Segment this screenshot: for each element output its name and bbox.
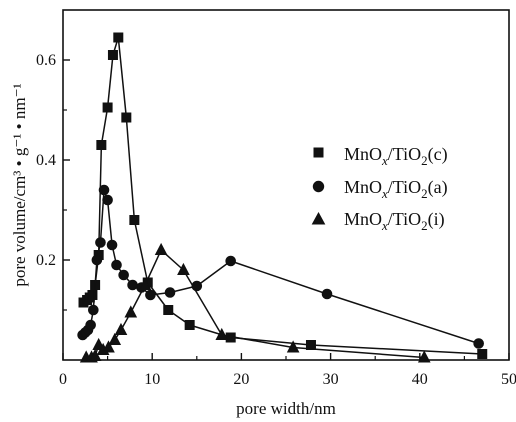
square-point: [477, 349, 488, 359]
circle-point: [118, 269, 129, 281]
y-tick-label: 0.4: [36, 152, 56, 169]
circle-point: [91, 254, 103, 266]
circle-point: [473, 338, 484, 349]
triangle-point: [417, 350, 431, 363]
series-3: [79, 242, 431, 363]
x-tick-label: 40: [412, 371, 428, 388]
legend-label-2: MnOx/TiO2(a): [344, 177, 448, 201]
triangle-point: [114, 322, 128, 335]
square-point: [113, 32, 124, 43]
triangle-point: [124, 305, 138, 318]
square-point: [107, 50, 118, 60]
series-line-3: [85, 249, 426, 359]
circle-point: [95, 237, 106, 248]
triangle-point: [102, 340, 115, 353]
square-point: [87, 290, 98, 300]
triangle-point: [138, 277, 152, 290]
square-point: [121, 112, 132, 123]
triangle-point: [286, 340, 300, 353]
series-layer: [77, 32, 488, 363]
legend-label-3: MnOx/TiO2(i): [344, 209, 445, 233]
ticks-layer: 0 10 20 30 40 50 0.2 0.4 0.6: [36, 52, 516, 388]
circle-point: [111, 259, 122, 271]
triangle-point: [88, 348, 102, 361]
square-point: [129, 215, 140, 225]
circle-point: [88, 304, 99, 316]
y-tick-label: 0.2: [36, 252, 56, 269]
circle-point: [225, 255, 236, 267]
x-tick-label: 50: [501, 371, 516, 388]
x-tick-label: 20: [233, 371, 249, 388]
y-axis-title: pore volume/cm³ • g⁻¹ • nm⁻¹: [10, 83, 29, 286]
triangle-point: [215, 327, 229, 340]
circle-point: [102, 194, 113, 206]
circle-point: [98, 184, 110, 196]
legend: MnOx/TiO2(c) MnOx/TiO2(a) MnOx/TiO2(i): [311, 144, 448, 233]
triangle-point: [108, 332, 122, 345]
triangle-point: [154, 242, 168, 255]
square-point: [96, 140, 107, 150]
series-2: [77, 184, 484, 349]
circle-point: [164, 287, 176, 298]
square-point: [102, 102, 113, 113]
x-tick-label: 30: [323, 371, 339, 388]
circle-point: [106, 239, 118, 251]
legend-label-1: MnOx/TiO2(c): [344, 144, 448, 168]
x-axis-title: pore width/nm: [236, 399, 336, 418]
legend-marker-circle: [312, 180, 325, 193]
circle-point: [127, 279, 138, 291]
y-tick-label: 0.6: [36, 52, 56, 69]
square-point: [163, 305, 174, 315]
x-tick-label: 0: [59, 371, 67, 388]
x-tick-label: 10: [144, 371, 160, 388]
circle-point: [145, 289, 156, 301]
circle-point: [321, 288, 333, 300]
series-1: [78, 32, 488, 359]
triangle-point: [177, 262, 190, 275]
legend-marker-triangle: [311, 211, 326, 225]
circle-point: [85, 319, 96, 331]
legend-marker-square: [313, 147, 324, 158]
square-point: [184, 320, 195, 330]
